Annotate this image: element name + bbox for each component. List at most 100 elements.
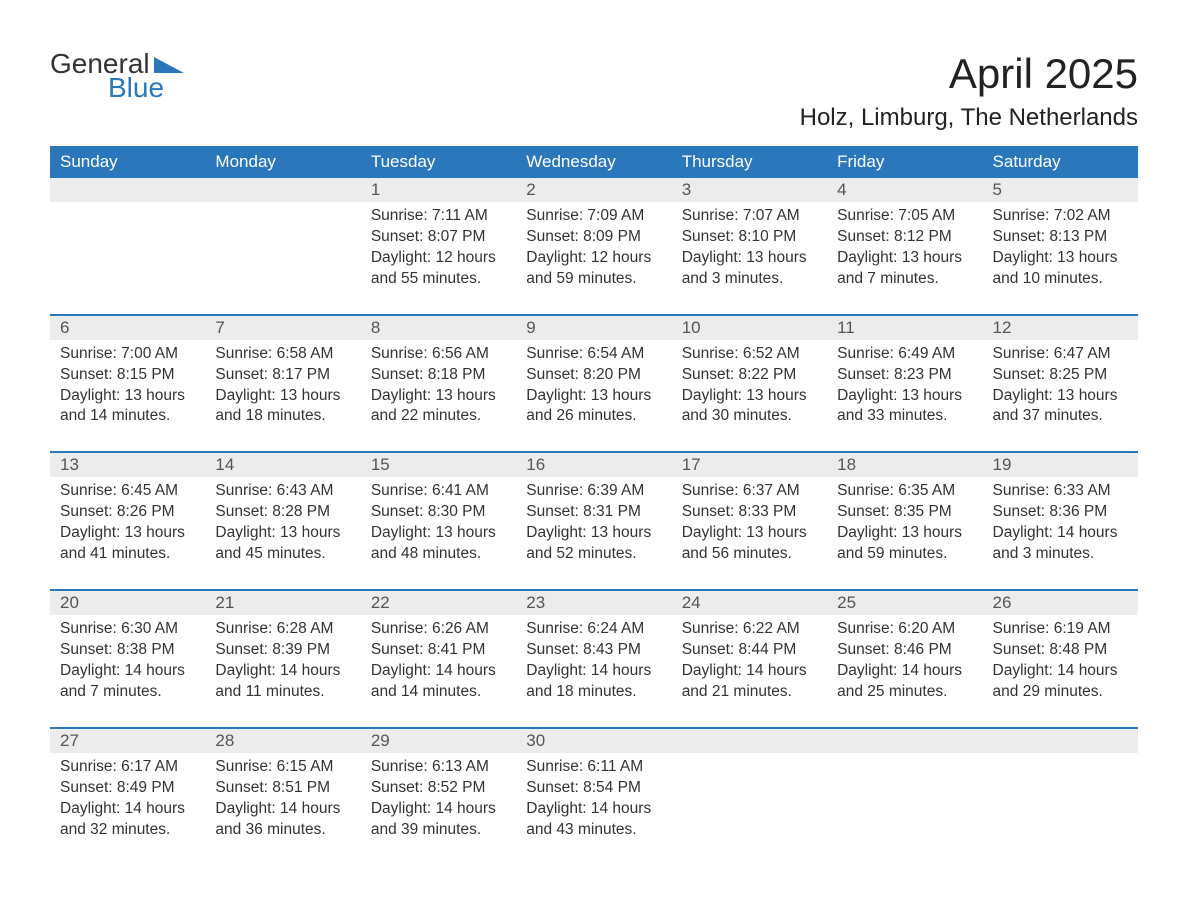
- sunrise-line: Sunrise: 6:11 AM: [526, 757, 661, 778]
- sunset-line: Sunset: 8:18 PM: [371, 365, 506, 386]
- day-content-cell: Sunrise: 6:47 AMSunset: 8:25 PMDaylight:…: [983, 340, 1138, 453]
- header: General Blue April 2025 Holz, Limburg, T…: [50, 50, 1138, 132]
- sunset-line: Sunset: 8:26 PM: [60, 502, 195, 523]
- sunset-line: Sunset: 8:28 PM: [215, 502, 350, 523]
- weekday-header: Tuesday: [361, 146, 516, 178]
- daylight-line: Daylight: 13 hours and 41 minutes.: [60, 523, 195, 565]
- weekday-header: Saturday: [983, 146, 1138, 178]
- day-content-cell: [672, 753, 827, 865]
- day-number-cell: 30: [516, 728, 671, 753]
- sunrise-line: Sunrise: 6:56 AM: [371, 344, 506, 365]
- sunset-line: Sunset: 8:49 PM: [60, 778, 195, 799]
- sunset-line: Sunset: 8:22 PM: [682, 365, 817, 386]
- sunset-line: Sunset: 8:20 PM: [526, 365, 661, 386]
- day-number-cell: [672, 728, 827, 753]
- daylight-line: Daylight: 12 hours and 59 minutes.: [526, 248, 661, 290]
- daynum-row: 12345: [50, 178, 1138, 202]
- day-number-cell: 16: [516, 452, 671, 477]
- weekday-header: Wednesday: [516, 146, 671, 178]
- sunrise-line: Sunrise: 6:22 AM: [682, 619, 817, 640]
- sunrise-line: Sunrise: 6:19 AM: [993, 619, 1128, 640]
- sunset-line: Sunset: 8:09 PM: [526, 227, 661, 248]
- day-number-cell: 20: [50, 590, 205, 615]
- day-number-cell: 22: [361, 590, 516, 615]
- sunrise-line: Sunrise: 6:52 AM: [682, 344, 817, 365]
- day-content-cell: [983, 753, 1138, 865]
- sunrise-line: Sunrise: 7:02 AM: [993, 206, 1128, 227]
- day-number-cell: 17: [672, 452, 827, 477]
- day-number-cell: 10: [672, 315, 827, 340]
- daylight-line: Daylight: 14 hours and 14 minutes.: [371, 661, 506, 703]
- daylight-line: Daylight: 13 hours and 7 minutes.: [837, 248, 972, 290]
- sunrise-line: Sunrise: 6:30 AM: [60, 619, 195, 640]
- content-row: Sunrise: 7:00 AMSunset: 8:15 PM Daylight:…: [50, 340, 1138, 453]
- day-number-cell: 3: [672, 178, 827, 202]
- weekday-header: Sunday: [50, 146, 205, 178]
- sunrise-line: Sunrise: 6:13 AM: [371, 757, 506, 778]
- day-number-cell: 27: [50, 728, 205, 753]
- day-content-cell: Sunrise: 7:09 AMSunset: 8:09 PMDaylight:…: [516, 202, 671, 315]
- day-content-cell: Sunrise: 6:22 AMSunset: 8:44 PMDaylight:…: [672, 615, 827, 728]
- daynum-row: 20212223242526: [50, 590, 1138, 615]
- day-number-cell: 19: [983, 452, 1138, 477]
- sunrise-line: Sunrise: 6:26 AM: [371, 619, 506, 640]
- daylight-line: Daylight: 14 hours and 7 minutes.: [60, 661, 195, 703]
- day-content-cell: Sunrise: 6:45 AMSunset: 8:26 PMDaylight:…: [50, 477, 205, 590]
- daylight-line: Daylight: 13 hours and 59 minutes.: [837, 523, 972, 565]
- day-number-cell: 24: [672, 590, 827, 615]
- sunset-line: Sunset: 8:41 PM: [371, 640, 506, 661]
- sunset-line: Sunset: 8:54 PM: [526, 778, 661, 799]
- sunrise-line: Sunrise: 7:00 AM: [60, 344, 195, 365]
- weekday-header: Friday: [827, 146, 982, 178]
- sunrise-line: Sunrise: 6:58 AM: [215, 344, 350, 365]
- day-number-cell: 12: [983, 315, 1138, 340]
- daynum-row: 13141516171819: [50, 452, 1138, 477]
- daylight-line: Daylight: 14 hours and 25 minutes.: [837, 661, 972, 703]
- sunset-line: Sunset: 8:13 PM: [993, 227, 1128, 248]
- day-content-cell: Sunrise: 6:24 AMSunset: 8:43 PMDaylight:…: [516, 615, 671, 728]
- day-content-cell: Sunrise: 6:11 AMSunset: 8:54 PMDaylight:…: [516, 753, 671, 865]
- sunrise-line: Sunrise: 6:49 AM: [837, 344, 972, 365]
- daylight-line: Daylight: 13 hours and 26 minutes.: [526, 386, 661, 428]
- day-number-cell: 8: [361, 315, 516, 340]
- day-number-cell: 2: [516, 178, 671, 202]
- daylight-line: Daylight: 13 hours and 56 minutes.: [682, 523, 817, 565]
- sunset-line: Sunset: 8:15 PM: [60, 365, 195, 386]
- sunrise-line: Sunrise: 6:43 AM: [215, 481, 350, 502]
- day-number-cell: 25: [827, 590, 982, 615]
- daylight-line: Daylight: 13 hours and 10 minutes.: [993, 248, 1128, 290]
- day-content-cell: Sunrise: 6:37 AMSunset: 8:33 PMDaylight:…: [672, 477, 827, 590]
- day-content-cell: Sunrise: 6:13 AMSunset: 8:52 PMDaylight:…: [361, 753, 516, 865]
- sunset-line: Sunset: 8:46 PM: [837, 640, 972, 661]
- day-content-cell: Sunrise: 6:49 AMSunset: 8:23 PMDaylight:…: [827, 340, 982, 453]
- content-row: Sunrise: 6:45 AMSunset: 8:26 PMDaylight:…: [50, 477, 1138, 590]
- day-number-cell: 21: [205, 590, 360, 615]
- day-number-cell: 23: [516, 590, 671, 615]
- sunrise-line: Sunrise: 6:33 AM: [993, 481, 1128, 502]
- day-number-cell: 26: [983, 590, 1138, 615]
- sunset-line: Sunset: 8:36 PM: [993, 502, 1128, 523]
- weekday-header: Monday: [205, 146, 360, 178]
- sunrise-line: Sunrise: 6:41 AM: [371, 481, 506, 502]
- day-content-cell: Sunrise: 6:17 AMSunset: 8:49 PMDaylight:…: [50, 753, 205, 865]
- day-content-cell: Sunrise: 6:41 AMSunset: 8:30 PMDaylight:…: [361, 477, 516, 590]
- daylight-line: Daylight: 14 hours and 29 minutes.: [993, 661, 1128, 703]
- content-row: Sunrise: 6:17 AMSunset: 8:49 PMDaylight:…: [50, 753, 1138, 865]
- daylight-line: Daylight: 14 hours and 11 minutes.: [215, 661, 350, 703]
- weekday-header-row: Sunday Monday Tuesday Wednesday Thursday…: [50, 146, 1138, 178]
- sunset-line: Sunset: 8:35 PM: [837, 502, 972, 523]
- day-content-cell: Sunrise: 6:30 AMSunset: 8:38 PMDaylight:…: [50, 615, 205, 728]
- sunset-line: Sunset: 8:38 PM: [60, 640, 195, 661]
- day-content-cell: Sunrise: 6:54 AMSunset: 8:20 PMDaylight:…: [516, 340, 671, 453]
- logo: General Blue: [50, 50, 184, 102]
- day-number-cell: 13: [50, 452, 205, 477]
- daylight-line: Daylight: 14 hours and 32 minutes.: [60, 799, 195, 841]
- location: Holz, Limburg, The Netherlands: [800, 104, 1138, 132]
- sunset-line: Sunset: 8:44 PM: [682, 640, 817, 661]
- sunset-line: Sunset: 8:30 PM: [371, 502, 506, 523]
- sunset-line: Sunset: 8:17 PM: [215, 365, 350, 386]
- daylight-line: Daylight: 12 hours and 55 minutes.: [371, 248, 506, 290]
- sunrise-line: Sunrise: 6:28 AM: [215, 619, 350, 640]
- day-content-cell: Sunrise: 6:52 AMSunset: 8:22 PMDaylight:…: [672, 340, 827, 453]
- sunrise-line: Sunrise: 7:09 AM: [526, 206, 661, 227]
